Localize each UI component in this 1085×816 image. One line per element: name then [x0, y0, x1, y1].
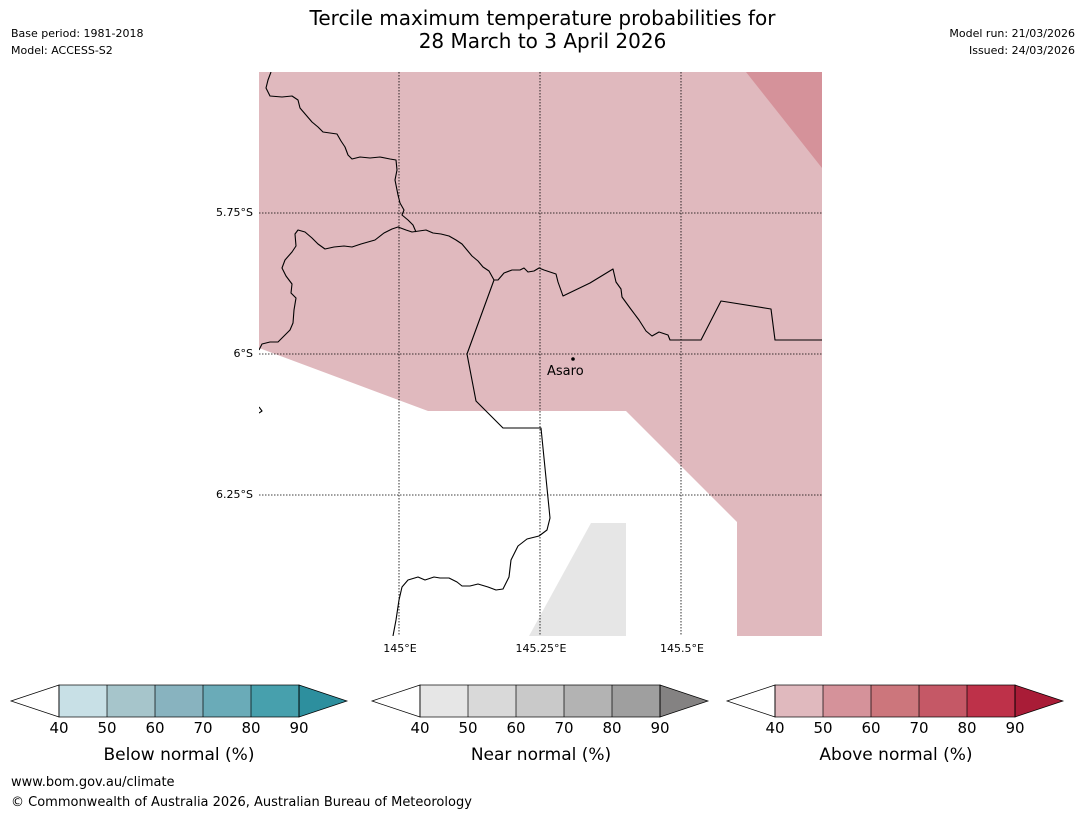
- colorbar-extend-high: [659, 684, 710, 718]
- boundary-line: [265, 72, 417, 233]
- graticule: [259, 72, 822, 636]
- colorbar-segment: [107, 685, 155, 717]
- colorbar-segment: [823, 685, 871, 717]
- colorbar-outline: [419, 684, 661, 718]
- colorbar-outline: [774, 684, 1016, 718]
- boundary-line: [259, 226, 822, 351]
- colorbar-extend-low: [370, 684, 421, 718]
- near-normal-40-50-region: [529, 523, 626, 636]
- near-normal-label: Near normal (%): [470, 745, 612, 765]
- colorbar-segment: [251, 685, 299, 717]
- boundary-line: [392, 279, 551, 636]
- copyright-notice: © Commonwealth of Australia 2026, Austra…: [11, 795, 472, 810]
- colorbar-extend-high: [1014, 684, 1065, 718]
- colorbar-segment: [155, 685, 203, 717]
- model-name: Model: ACCESS-S2: [11, 44, 113, 57]
- colorbar-tick-label: 50: [458, 719, 478, 737]
- colorbar-segment: [612, 685, 660, 717]
- lon-label-145-5: 145.5°E: [660, 642, 704, 655]
- colorbar-tick-label: 90: [650, 719, 670, 737]
- lat-label-6-25: 6.25°S: [216, 488, 253, 501]
- below-normal-label: Below normal (%): [103, 745, 255, 765]
- boundary-line: [259, 406, 263, 414]
- website-link[interactable]: www.bom.gov.au/climate: [11, 775, 175, 790]
- colorbar-tick-label: 40: [49, 719, 69, 737]
- colorbar-segment: [59, 685, 107, 717]
- colorbar-segment: [516, 685, 564, 717]
- colorbar-above-normal: [725, 684, 1065, 718]
- colorbar-extend-high: [298, 684, 349, 718]
- place-label-asaro: Asaro: [547, 364, 584, 379]
- colorbar-segment: [203, 685, 251, 717]
- colorbar-segment: [919, 685, 967, 717]
- province-boundaries: [259, 72, 822, 636]
- issued-date: Issued: 24/03/2026: [968, 44, 1075, 57]
- lon-label-145-25: 145.25°E: [515, 642, 567, 655]
- colorbar-extend-low: [725, 684, 776, 718]
- above-normal-50-60-region: [746, 72, 822, 168]
- colorbar-canvas: [9, 684, 1065, 718]
- title-line-2: 28 March to 3 April 2026: [418, 29, 667, 53]
- colorbar-segment: [967, 685, 1015, 717]
- colorbar-tick-label: 80: [602, 719, 622, 737]
- colorbar-tick-label: 80: [957, 719, 977, 737]
- colorbar-outline: [58, 684, 300, 718]
- colorbar-segment: [468, 685, 516, 717]
- lat-label-5-75: 5.75°S: [216, 206, 253, 219]
- model-run-date: Model run: 21/03/2026: [949, 27, 1075, 40]
- colorbar-tick-label: 70: [909, 719, 929, 737]
- colorbar-tick-label: 90: [289, 719, 309, 737]
- colorbar-segment: [420, 685, 468, 717]
- colorbar-tick-label: 60: [861, 719, 881, 737]
- lat-label-6: 6°S: [233, 347, 253, 360]
- colorbar-near-normal: [370, 684, 710, 718]
- colorbar-tick-label: 70: [554, 719, 574, 737]
- map-title: Tercile maximum temperature probabilitie…: [200, 7, 885, 53]
- colorbar-segment: [775, 685, 823, 717]
- colorbar-tick-label: 90: [1005, 719, 1025, 737]
- colorbar-tick-label: 40: [765, 719, 785, 737]
- colorbar-tick-label: 60: [506, 719, 526, 737]
- colorbar-segment: [564, 685, 612, 717]
- above-normal-label: Above normal (%): [819, 745, 973, 765]
- lon-label-145: 145°E: [383, 642, 417, 655]
- colorbar-tick-label: 40: [410, 719, 430, 737]
- colorbar-tick-label: 70: [193, 719, 213, 737]
- colorbar-extend-low: [9, 684, 60, 718]
- colorbar-tick-label: 50: [97, 719, 117, 737]
- colorbar-below-normal: [9, 684, 349, 718]
- title-line-1: Tercile maximum temperature probabilitie…: [309, 6, 776, 30]
- colorbar-segment: [871, 685, 919, 717]
- colorbar-tick-label: 80: [241, 719, 261, 737]
- asaro-marker: [571, 357, 575, 361]
- colorbar-tick-label: 60: [145, 719, 165, 737]
- base-period: Base period: 1981-2018: [11, 27, 144, 40]
- colorbar-tick-label: 50: [813, 719, 833, 737]
